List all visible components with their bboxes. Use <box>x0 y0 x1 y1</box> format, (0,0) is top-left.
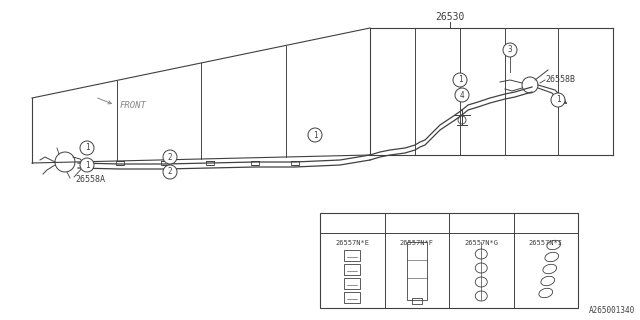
Circle shape <box>80 141 94 155</box>
Text: 26558A: 26558A <box>75 175 105 185</box>
Bar <box>320 213 578 308</box>
Text: 2: 2 <box>415 219 419 228</box>
Text: 26558B: 26558B <box>545 76 575 84</box>
Text: 1: 1 <box>313 131 317 140</box>
Circle shape <box>163 150 177 164</box>
Text: 2: 2 <box>168 153 172 162</box>
Text: 3: 3 <box>479 219 484 228</box>
Circle shape <box>475 217 488 229</box>
Text: 4: 4 <box>460 91 464 100</box>
Circle shape <box>551 93 565 107</box>
Circle shape <box>410 217 423 229</box>
Circle shape <box>308 128 322 142</box>
Text: 1: 1 <box>350 219 355 228</box>
Bar <box>344 264 360 275</box>
Text: 26557N*I: 26557N*I <box>529 240 563 246</box>
Circle shape <box>80 158 94 172</box>
Text: 2: 2 <box>168 167 172 177</box>
Circle shape <box>455 88 469 102</box>
Circle shape <box>346 217 359 229</box>
Text: A265001340: A265001340 <box>589 306 635 315</box>
Bar <box>344 292 360 303</box>
Text: 1: 1 <box>84 143 90 153</box>
Text: 1: 1 <box>458 76 462 84</box>
Circle shape <box>540 217 552 229</box>
Bar <box>412 298 422 304</box>
Bar <box>344 278 360 289</box>
Text: 4: 4 <box>543 219 548 228</box>
Text: 1: 1 <box>556 95 560 105</box>
Text: FRONT: FRONT <box>120 100 147 109</box>
Circle shape <box>453 73 467 87</box>
Text: 26557N*F: 26557N*F <box>400 240 434 246</box>
Text: 1: 1 <box>84 161 90 170</box>
Circle shape <box>163 165 177 179</box>
Text: 26530: 26530 <box>435 12 465 22</box>
Text: 26557N*E: 26557N*E <box>335 240 369 246</box>
Text: 26557N*G: 26557N*G <box>464 240 499 246</box>
Bar <box>344 250 360 261</box>
Text: 3: 3 <box>508 45 512 54</box>
Circle shape <box>503 43 517 57</box>
Bar <box>407 242 427 300</box>
